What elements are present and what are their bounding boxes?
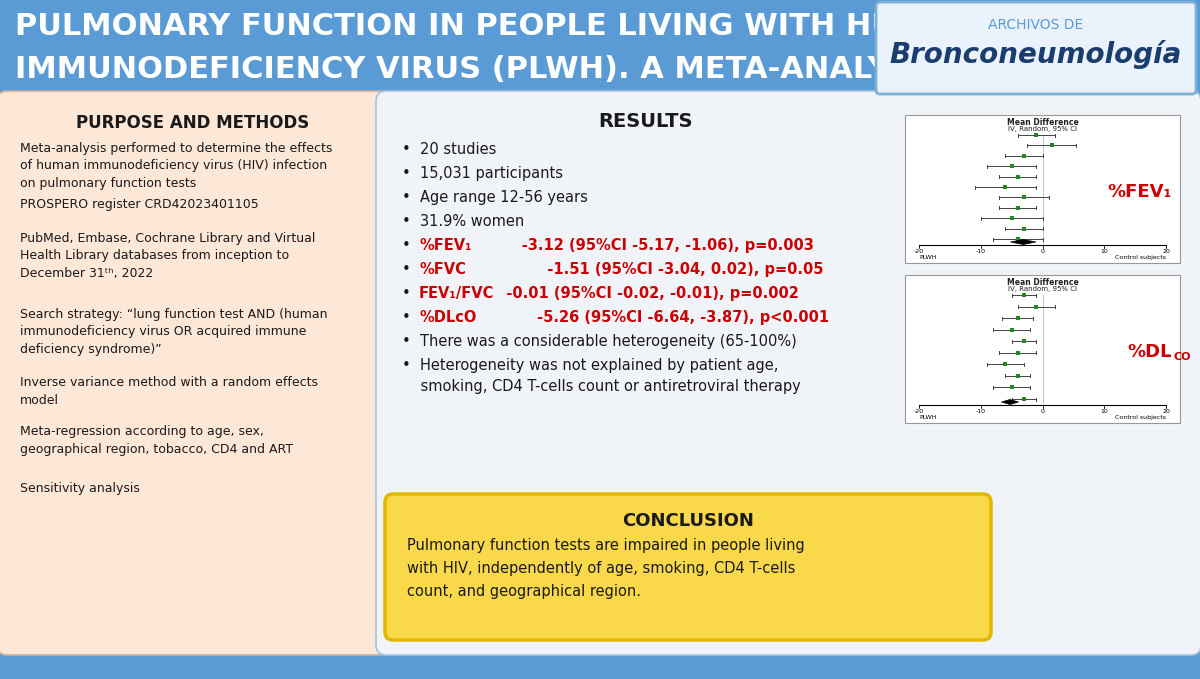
Text: ARCHIVOS DE: ARCHIVOS DE — [989, 18, 1084, 32]
Text: IV, Random, 95% CI: IV, Random, 95% CI — [1008, 126, 1078, 132]
Text: RESULTS: RESULTS — [598, 112, 692, 131]
Text: •: • — [402, 238, 420, 253]
Text: %FEV₁: %FEV₁ — [1108, 183, 1172, 201]
Text: Mean Difference: Mean Difference — [1007, 118, 1079, 127]
Text: Bronconeumología: Bronconeumología — [890, 40, 1182, 69]
Text: IV, Random, 95% CI: IV, Random, 95% CI — [1008, 286, 1078, 292]
Text: -20: -20 — [914, 409, 924, 414]
Text: 20: 20 — [1162, 249, 1170, 254]
FancyBboxPatch shape — [0, 0, 1200, 97]
Text: 10: 10 — [1100, 409, 1108, 414]
Text: -1.51 (95%CI -3.04, 0.02), p=0.05: -1.51 (95%CI -3.04, 0.02), p=0.05 — [491, 262, 823, 277]
Text: -0.01 (95%CI -0.02, -0.01), p=0.002: -0.01 (95%CI -0.02, -0.01), p=0.002 — [491, 286, 799, 301]
Text: CONCLUSION: CONCLUSION — [622, 512, 754, 530]
Text: PubMed, Embase, Cochrane Library and Virtual
Health Library databases from incep: PubMed, Embase, Cochrane Library and Vir… — [20, 232, 316, 280]
Text: PROSPERO register CRD42023401105: PROSPERO register CRD42023401105 — [20, 198, 259, 211]
Text: %DL: %DL — [1128, 343, 1172, 361]
FancyBboxPatch shape — [0, 91, 389, 655]
Text: PULMONARY FUNCTION IN PEOPLE LIVING WITH HUMAN: PULMONARY FUNCTION IN PEOPLE LIVING WITH… — [14, 12, 976, 41]
Text: %FVC: %FVC — [419, 262, 466, 277]
Text: Control subjects: Control subjects — [1115, 415, 1166, 420]
Text: PURPOSE AND METHODS: PURPOSE AND METHODS — [77, 114, 310, 132]
FancyBboxPatch shape — [0, 651, 1200, 679]
Text: •: • — [402, 310, 420, 325]
Text: 0: 0 — [1040, 249, 1044, 254]
Text: Pulmonary function tests are impaired in people living
with HIV, independently o: Pulmonary function tests are impaired in… — [407, 538, 805, 599]
Text: -10: -10 — [976, 409, 985, 414]
Text: Control subjects: Control subjects — [1115, 255, 1166, 260]
FancyBboxPatch shape — [876, 2, 1196, 94]
Text: •  31.9% women: • 31.9% women — [402, 214, 524, 229]
Polygon shape — [1010, 240, 1036, 244]
Text: -3.12 (95%CI -5.17, -1.06), p=0.003: -3.12 (95%CI -5.17, -1.06), p=0.003 — [491, 238, 814, 253]
Text: -10: -10 — [976, 249, 985, 254]
Text: •: • — [402, 286, 420, 301]
FancyBboxPatch shape — [905, 275, 1180, 423]
Text: •  15,031 participants: • 15,031 participants — [402, 166, 563, 181]
FancyBboxPatch shape — [905, 115, 1180, 263]
Text: Sensitivity analysis: Sensitivity analysis — [20, 482, 140, 495]
Text: %FEV₁: %FEV₁ — [419, 238, 472, 253]
Text: PLWH: PLWH — [919, 255, 936, 260]
Text: •: • — [402, 262, 420, 277]
Text: FEV₁/FVC: FEV₁/FVC — [419, 286, 494, 301]
Text: IMMUNODEFICIENCY VIRUS (PLWH). A META-ANALYSIS: IMMUNODEFICIENCY VIRUS (PLWH). A META-AN… — [14, 55, 944, 84]
Text: Inverse variance method with a random effects
model: Inverse variance method with a random ef… — [20, 376, 318, 407]
Text: •  Heterogeneity was not explained by patient age,
    smoking, CD4 T-cells coun: • Heterogeneity was not explained by pat… — [402, 358, 800, 394]
Text: 0: 0 — [1040, 409, 1044, 414]
Text: CO: CO — [1174, 352, 1192, 362]
Text: Search strategy: “lung function test AND (human
immunodeficiency virus OR acquir: Search strategy: “lung function test AND… — [20, 308, 328, 356]
FancyBboxPatch shape — [385, 494, 991, 640]
Text: %DLᴄO: %DLᴄO — [419, 310, 476, 325]
Polygon shape — [1002, 399, 1019, 405]
Text: •  There was a considerable heterogeneity (65-100%): • There was a considerable heterogeneity… — [402, 334, 797, 349]
Text: Meta-regression according to age, sex,
geographical region, tobacco, CD4 and ART: Meta-regression according to age, sex, g… — [20, 425, 293, 456]
Text: •  20 studies: • 20 studies — [402, 142, 497, 157]
Text: Mean Difference: Mean Difference — [1007, 278, 1079, 287]
Text: •  Age range 12-56 years: • Age range 12-56 years — [402, 190, 588, 205]
Text: Meta-analysis performed to determine the effects
of human immunodeficiency virus: Meta-analysis performed to determine the… — [20, 142, 332, 190]
FancyBboxPatch shape — [376, 91, 1200, 655]
Text: 10: 10 — [1100, 249, 1108, 254]
Text: -5.26 (95%CI -6.64, -3.87), p<0.001: -5.26 (95%CI -6.64, -3.87), p<0.001 — [491, 310, 829, 325]
Text: 20: 20 — [1162, 409, 1170, 414]
Text: -20: -20 — [914, 249, 924, 254]
Text: PLWH: PLWH — [919, 415, 936, 420]
